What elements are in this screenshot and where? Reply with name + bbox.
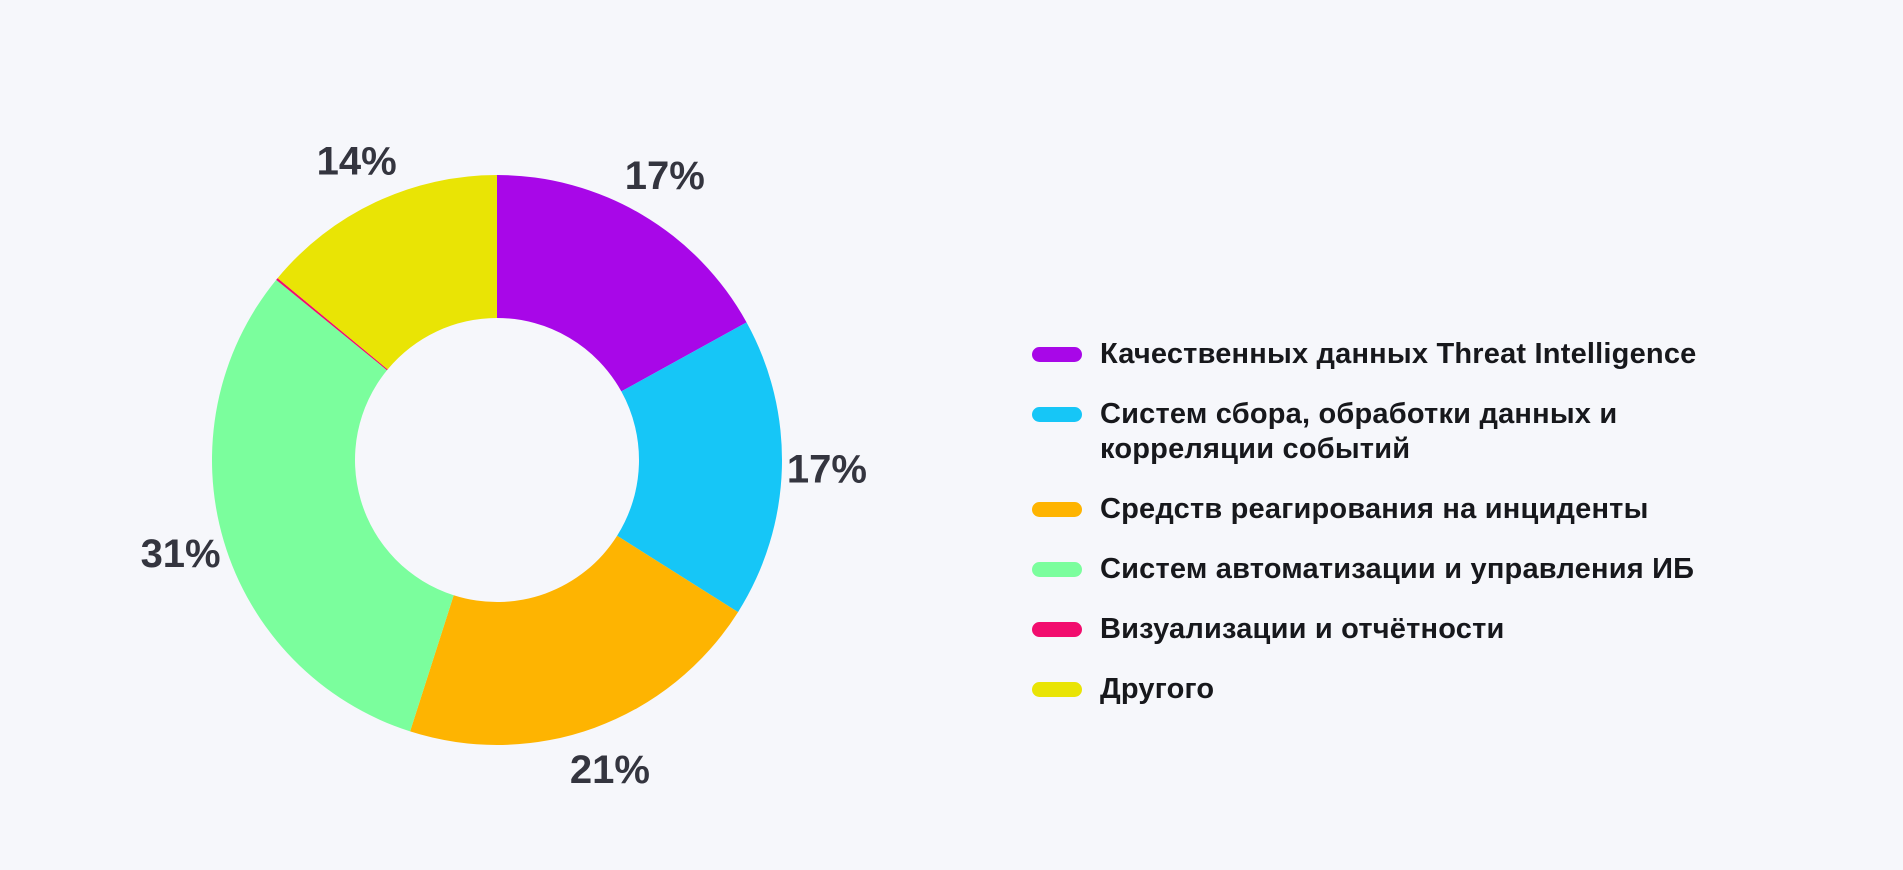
legend-item: Визуализации и отчётности [1032,612,1772,647]
pie-slice [211,279,454,732]
legend-label: Систем автоматизации и управления ИБ [1100,553,1695,585]
legend-label: Другого [1100,673,1215,705]
slice-value-label: 14% [317,139,397,183]
legend-swatch [1032,682,1082,697]
legend-label: Систем сбора, обработки данных и корреля… [1100,398,1618,465]
legend: Качественных данных Threat Intelligence … [1032,337,1772,707]
legend-swatch [1032,407,1082,422]
pie-slice [410,535,739,746]
pie-slice [497,175,747,392]
legend-swatch [1032,622,1082,637]
legend-label: Визуализации и отчётности [1100,613,1505,645]
slice-value-label: 21% [570,748,650,792]
donut-slices [211,174,782,746]
pie-slice [617,322,782,613]
legend-swatch [1032,562,1082,577]
legend-swatch [1032,347,1082,362]
legend-label: Качественных данных Threat Intelligence [1100,338,1697,370]
slice-value-label: 31% [141,532,221,576]
legend-label: Средств реагирования на инциденты [1100,493,1649,525]
legend-item: Другого [1032,672,1772,707]
legend-swatch [1032,502,1082,517]
legend-item: Систем автоматизации и управления ИБ [1032,552,1772,587]
pie-slice [276,278,388,371]
legend-item: Систем сбора, обработки данных и корреля… [1032,397,1772,467]
slice-value-label: 17% [625,154,705,198]
pie-slice [277,174,497,370]
legend-item: Качественных данных Threat Intelligence [1032,337,1772,372]
slice-value-label: 17% [787,448,867,492]
legend-item: Средств реагирования на инциденты [1032,492,1772,527]
slice-value-labels: 17% 17% 21% 31% 14% [141,139,867,792]
